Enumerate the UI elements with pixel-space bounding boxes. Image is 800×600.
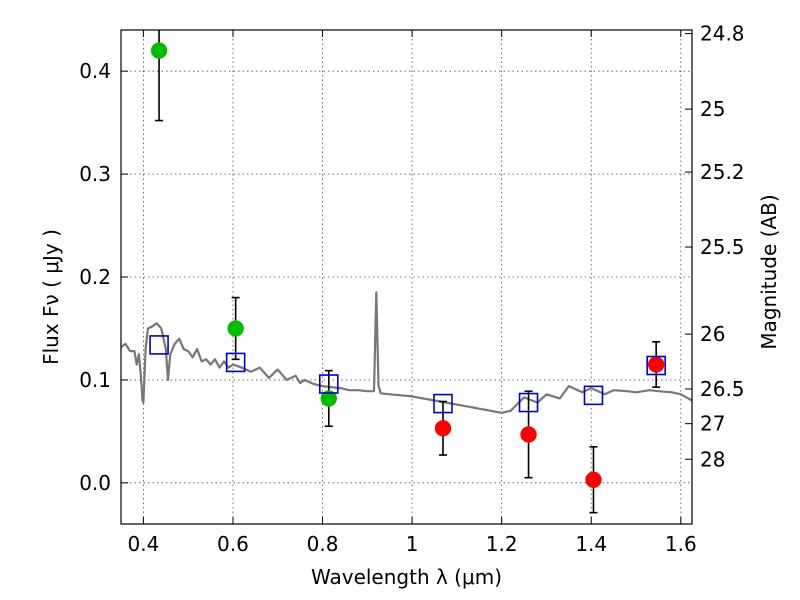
y-tick-label: 0.0: [79, 471, 111, 495]
magnitude-tick-label: 25.5: [700, 235, 745, 259]
data-point: [320, 390, 338, 407]
data-point: [520, 426, 537, 443]
marker-layer: [149, 42, 666, 488]
data-point: [150, 42, 168, 59]
y-tick-label: 0.3: [79, 162, 111, 186]
model-spectrum-line: [120, 291, 693, 414]
magnitude-tick-label: 25: [700, 97, 725, 121]
model-photometry-square: [646, 355, 666, 376]
data-point: [585, 471, 602, 488]
x-tick-label: 1.2: [486, 532, 518, 556]
magnitude-tick-label: 27: [700, 412, 725, 436]
y2-axis-label: Magnitude (AB): [757, 194, 781, 349]
x-tick-label: 1.6: [665, 532, 697, 556]
x-axis-label: Wavelength λ (μm): [311, 565, 502, 589]
magnitude-tick-label: 24.8: [700, 22, 745, 46]
magnitude-tick-label: 26.5: [700, 377, 745, 401]
magnitude-tick-label: 26: [700, 322, 725, 346]
model-photometry-square: [149, 335, 169, 355]
x-tick-label: 0.4: [127, 532, 159, 556]
model-photometry-square: [583, 385, 604, 406]
model-photometry-square: [518, 392, 539, 413]
data-point: [434, 420, 452, 437]
data-point: [227, 320, 244, 337]
model-photometry-square: [433, 393, 453, 414]
x-tick-label: 0.8: [307, 532, 339, 556]
errorbar-layer: [155, 30, 661, 514]
model-photometry-square: [318, 374, 339, 394]
magnitude-tick-label: 25.2: [700, 160, 745, 184]
model-photometry-square: [225, 352, 246, 373]
x-tick-label: 1: [406, 532, 419, 556]
data-point: [647, 356, 665, 373]
y-axis-label: Flux Fν ( μJy ): [39, 229, 63, 365]
y-tick-label: 0.4: [79, 59, 111, 83]
spectrum-layer: [120, 291, 693, 414]
y-tick-label: 0.2: [79, 265, 111, 289]
tick-layer: 0.4 0.6 0.8 1 1.2 1.4 1.6 0.0 0.1 0.2 0.3 0.4 24.8 25…: [79, 22, 744, 556]
magnitude-tick-label: 28: [700, 447, 725, 471]
y-tick-label: 0.1: [79, 368, 111, 392]
x-tick-label: 1.4: [575, 532, 607, 556]
grid-layer: [121, 30, 692, 524]
x-tick-label: 0.6: [217, 532, 249, 556]
